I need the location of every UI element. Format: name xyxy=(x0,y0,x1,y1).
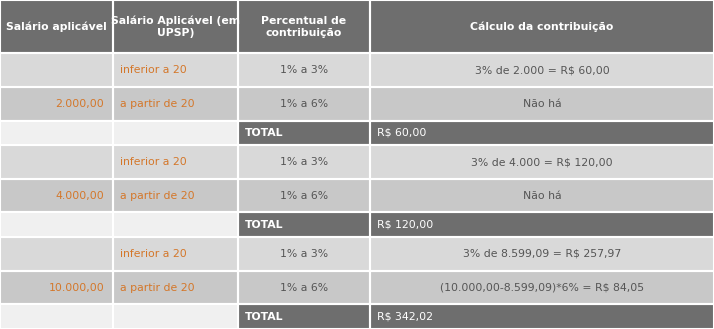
Text: Salário Aplicável (em
UPSP): Salário Aplicável (em UPSP) xyxy=(111,16,240,38)
Bar xyxy=(0,54,113,87)
Text: Cálculo da contribuição: Cálculo da contribuição xyxy=(471,21,613,32)
Bar xyxy=(0,179,113,213)
Text: Não há: Não há xyxy=(523,191,561,201)
Bar xyxy=(370,213,714,237)
Text: inferior a 20: inferior a 20 xyxy=(120,65,186,75)
Bar xyxy=(0,0,113,54)
Text: 1% a 6%: 1% a 6% xyxy=(280,283,328,292)
Bar xyxy=(0,121,113,145)
Bar xyxy=(370,145,714,179)
Text: inferior a 20: inferior a 20 xyxy=(120,157,186,167)
Text: 3% de 8.599,09 = R$ 257,97: 3% de 8.599,09 = R$ 257,97 xyxy=(463,249,621,259)
Bar xyxy=(113,213,238,237)
Text: 10.000,00: 10.000,00 xyxy=(49,283,104,292)
Bar xyxy=(238,213,370,237)
Bar xyxy=(238,54,370,87)
Bar xyxy=(113,145,238,179)
Text: a partir de 20: a partir de 20 xyxy=(120,191,195,201)
Bar xyxy=(113,304,238,329)
Bar xyxy=(370,0,714,54)
Bar xyxy=(238,121,370,145)
Bar xyxy=(238,304,370,329)
Text: a partir de 20: a partir de 20 xyxy=(120,283,195,292)
Bar xyxy=(113,87,238,121)
Text: (10.000,00-8.599,09)*6% = R$ 84,05: (10.000,00-8.599,09)*6% = R$ 84,05 xyxy=(440,283,644,292)
Bar xyxy=(238,237,370,271)
Bar xyxy=(370,237,714,271)
Text: Não há: Não há xyxy=(523,99,561,109)
Bar xyxy=(113,237,238,271)
Bar xyxy=(0,213,113,237)
Bar xyxy=(0,87,113,121)
Bar xyxy=(113,0,238,54)
Bar xyxy=(0,237,113,271)
Text: 2.000,00: 2.000,00 xyxy=(56,99,104,109)
Bar xyxy=(370,54,714,87)
Bar xyxy=(370,304,714,329)
Bar xyxy=(238,179,370,213)
Text: 1% a 3%: 1% a 3% xyxy=(280,249,328,259)
Bar xyxy=(238,0,370,54)
Bar xyxy=(0,304,113,329)
Text: TOTAL: TOTAL xyxy=(245,128,283,138)
Bar xyxy=(238,271,370,304)
Text: 1% a 6%: 1% a 6% xyxy=(280,191,328,201)
Bar xyxy=(238,87,370,121)
Text: 3% de 2.000 = R$ 60,00: 3% de 2.000 = R$ 60,00 xyxy=(475,65,609,75)
Bar xyxy=(370,87,714,121)
Text: 3% de 4.000 = R$ 120,00: 3% de 4.000 = R$ 120,00 xyxy=(471,157,613,167)
Bar xyxy=(113,271,238,304)
Text: R$ 120,00: R$ 120,00 xyxy=(377,220,433,230)
Text: Salário aplicável: Salário aplicável xyxy=(6,21,107,32)
Text: TOTAL: TOTAL xyxy=(245,312,283,322)
Bar xyxy=(0,271,113,304)
Text: 1% a 6%: 1% a 6% xyxy=(280,99,328,109)
Bar xyxy=(113,179,238,213)
Text: TOTAL: TOTAL xyxy=(245,220,283,230)
Bar xyxy=(370,179,714,213)
Text: Percentual de
contribuição: Percentual de contribuição xyxy=(261,16,346,38)
Text: 1% a 3%: 1% a 3% xyxy=(280,157,328,167)
Bar xyxy=(0,145,113,179)
Bar xyxy=(370,121,714,145)
Bar xyxy=(370,271,714,304)
Text: 1% a 3%: 1% a 3% xyxy=(280,65,328,75)
Text: R$ 60,00: R$ 60,00 xyxy=(377,128,426,138)
Text: inferior a 20: inferior a 20 xyxy=(120,249,186,259)
Text: 4.000,00: 4.000,00 xyxy=(56,191,104,201)
Bar xyxy=(113,54,238,87)
Text: a partir de 20: a partir de 20 xyxy=(120,99,195,109)
Bar xyxy=(238,145,370,179)
Bar xyxy=(113,121,238,145)
Text: R$ 342,02: R$ 342,02 xyxy=(377,312,433,322)
